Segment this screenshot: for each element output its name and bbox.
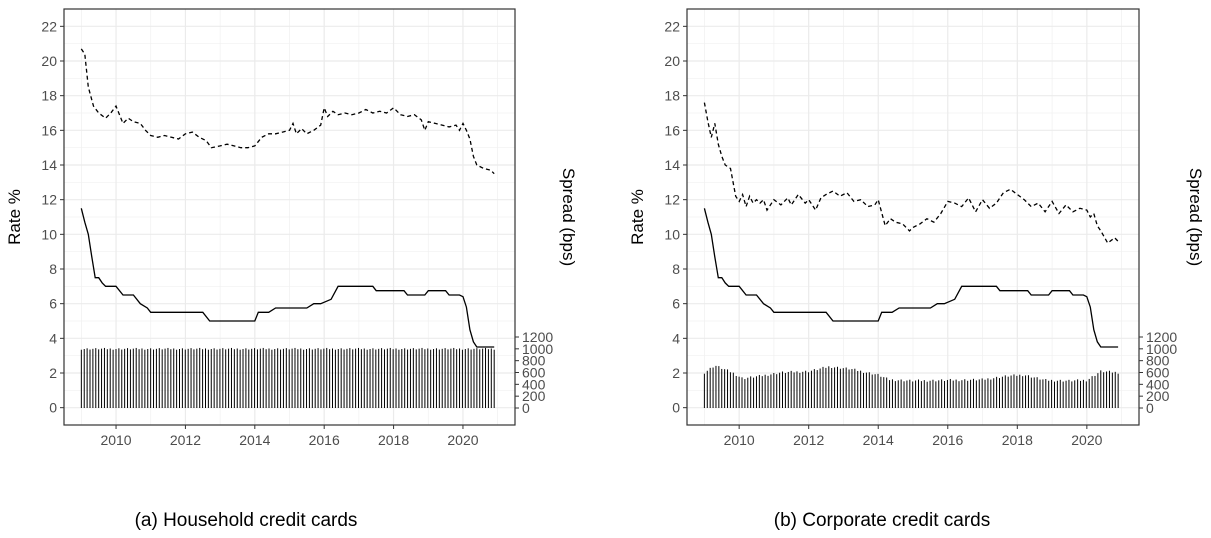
x-tick-label: 2010	[100, 432, 131, 448]
y-tick-label: 12	[41, 192, 57, 208]
y-tick-label: 22	[41, 18, 57, 34]
y2-tick-label: 800	[522, 353, 546, 369]
y-tick-label: 20	[41, 53, 57, 69]
y2-tick-label: 600	[522, 365, 546, 381]
y2-tick-label: 1000	[522, 341, 553, 357]
y2-axis-title: Spread (bps)	[559, 168, 578, 266]
y2-axis-title: Spread (bps)	[1186, 168, 1205, 266]
y-tick-label: 4	[49, 330, 57, 346]
y-tick-label: 10	[664, 226, 680, 242]
series-solid-line	[80, 208, 495, 348]
x-tick-label: 2020	[447, 432, 478, 448]
y-axis-title: Rate %	[5, 189, 24, 245]
panel-household: 0 2 4 6 8 10 12 14 16 18 20 22 2010 2012 2014 2016 2018 2…	[5, 8, 578, 531]
y2-tick-label: 800	[1146, 353, 1170, 369]
panel-corporate: 0 2 4 6 8 10 12 14 16 18 20 22 2010 2012 2014 2016 2018 2…	[628, 8, 1205, 531]
y-tick-label: 4	[672, 330, 680, 346]
y2-tick-label: 400	[522, 376, 546, 392]
y-tick-label: 18	[664, 88, 680, 104]
y-tick-label: 2	[672, 365, 680, 381]
y-tick-label: 12	[664, 192, 680, 208]
y-tick-label: 0	[49, 400, 57, 416]
y-tick-label: 14	[664, 157, 680, 173]
y-tick-label: 0	[672, 400, 680, 416]
y-tick-label: 16	[41, 122, 57, 138]
y-tick-label: 18	[41, 88, 57, 104]
x-tick-label: 2012	[170, 432, 201, 448]
y-tick-label: 2	[49, 365, 57, 381]
plot-border	[686, 8, 1140, 426]
plot-border	[63, 8, 516, 426]
x-tick-label: 2016	[309, 432, 340, 448]
y2-tick-label: 400	[1146, 376, 1170, 392]
x-tick-label: 2020	[1071, 432, 1102, 448]
x-tick-label: 2014	[863, 432, 894, 448]
series-dashed-line	[80, 48, 495, 175]
y-axis-title: Rate %	[628, 189, 647, 245]
x-tick-label: 2018	[1002, 432, 1033, 448]
y2-tick-label: 0	[522, 400, 530, 416]
y-tick-label: 6	[672, 296, 680, 312]
y-tick-label: 20	[664, 53, 680, 69]
x-tick-label: 2016	[932, 432, 963, 448]
y2-tick-label: 0	[1146, 400, 1154, 416]
series-solid-line	[703, 208, 1119, 348]
y2-tick-label: 200	[522, 388, 546, 404]
panel-caption: (a) Household credit cards	[135, 510, 358, 531]
y2-tick-label: 1200	[1146, 329, 1177, 345]
y-tick-label: 8	[672, 261, 680, 277]
y-tick-label: 14	[41, 157, 57, 173]
y2-tick-label: 1000	[1146, 341, 1177, 357]
x-tick-label: 2014	[239, 432, 270, 448]
x-tick-label: 2010	[724, 432, 755, 448]
x-tick-label: 2018	[378, 432, 409, 448]
x-tick-label: 2012	[793, 432, 824, 448]
y-tick-label: 10	[41, 226, 57, 242]
series-dashed-line	[703, 102, 1119, 244]
y-tick-label: 22	[664, 18, 680, 34]
y-tick-label: 6	[49, 296, 57, 312]
panel-caption: (b) Corporate credit cards	[774, 510, 990, 531]
y-tick-label: 8	[49, 261, 57, 277]
y2-tick-label: 1200	[522, 329, 553, 345]
y-tick-label: 16	[664, 122, 680, 138]
y2-tick-label: 600	[1146, 365, 1170, 381]
y2-tick-label: 200	[1146, 388, 1170, 404]
